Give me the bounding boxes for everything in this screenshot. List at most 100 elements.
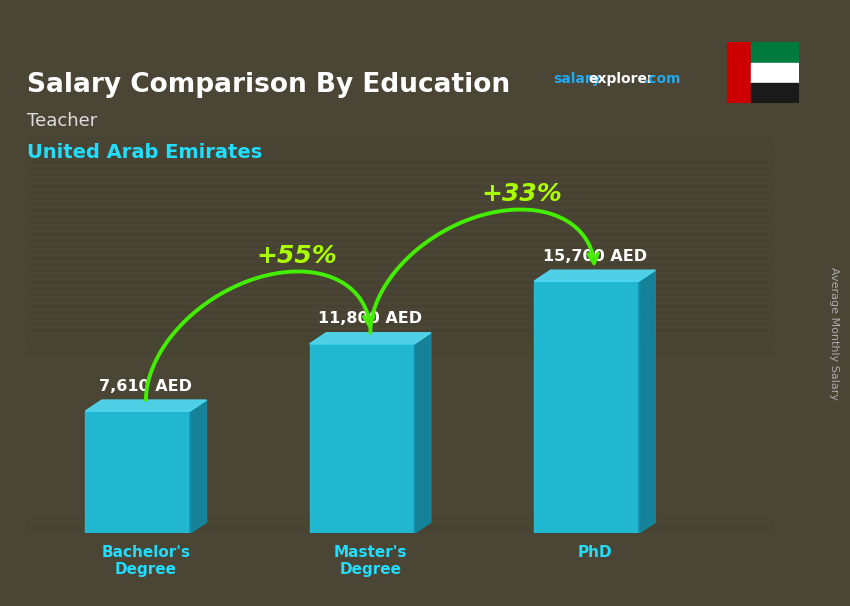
Text: Salary Comparison By Education: Salary Comparison By Education xyxy=(27,73,510,98)
Bar xyxy=(26,336,774,342)
Polygon shape xyxy=(85,400,207,411)
Bar xyxy=(26,288,774,294)
Bar xyxy=(26,264,774,270)
Bar xyxy=(26,497,774,504)
Polygon shape xyxy=(639,270,655,533)
Bar xyxy=(26,174,774,180)
Bar xyxy=(26,479,774,485)
Bar xyxy=(26,66,774,73)
Bar xyxy=(26,55,774,61)
Bar xyxy=(26,222,774,228)
Bar xyxy=(26,198,774,204)
Bar xyxy=(26,138,774,144)
Bar xyxy=(26,515,774,521)
Text: +55%: +55% xyxy=(257,244,337,267)
Bar xyxy=(26,455,774,462)
Bar xyxy=(26,90,774,96)
Bar xyxy=(26,353,774,360)
Bar xyxy=(26,270,774,276)
Bar xyxy=(26,228,774,234)
Bar xyxy=(26,276,774,282)
Bar xyxy=(26,258,774,264)
Bar xyxy=(26,216,774,222)
Text: .com: .com xyxy=(644,73,682,87)
Bar xyxy=(26,413,774,419)
Bar xyxy=(26,431,774,438)
Bar xyxy=(26,359,774,366)
Bar xyxy=(26,150,774,156)
Bar xyxy=(26,132,774,138)
Bar xyxy=(26,84,774,90)
Text: explorer: explorer xyxy=(588,73,654,87)
Bar xyxy=(26,503,774,510)
Bar xyxy=(26,299,774,306)
Bar xyxy=(26,240,774,246)
Bar xyxy=(26,485,774,491)
Bar xyxy=(26,192,774,198)
Bar xyxy=(26,390,774,396)
Bar xyxy=(751,42,799,62)
Bar xyxy=(26,126,774,132)
Bar xyxy=(26,246,774,252)
Polygon shape xyxy=(415,333,431,533)
Bar xyxy=(26,282,774,288)
Text: 15,700 AED: 15,700 AED xyxy=(542,249,647,264)
Bar xyxy=(26,78,774,84)
Bar xyxy=(26,180,774,186)
Bar xyxy=(26,102,774,108)
Bar xyxy=(26,294,774,300)
Bar xyxy=(26,144,774,150)
Bar xyxy=(26,162,774,168)
Bar xyxy=(26,365,774,371)
Polygon shape xyxy=(309,344,415,533)
Bar xyxy=(26,527,774,533)
Bar xyxy=(751,83,799,103)
Bar xyxy=(26,330,774,336)
Bar xyxy=(751,62,799,83)
Text: Bachelor's
Degree: Bachelor's Degree xyxy=(101,545,190,578)
Text: 11,800 AED: 11,800 AED xyxy=(318,311,422,327)
Bar xyxy=(26,168,774,175)
Bar xyxy=(26,324,774,330)
Bar xyxy=(26,449,774,456)
Text: Master's
Degree: Master's Degree xyxy=(333,545,407,578)
Bar xyxy=(26,210,774,216)
Polygon shape xyxy=(534,270,655,281)
Text: 7,610 AED: 7,610 AED xyxy=(99,379,192,394)
Bar xyxy=(26,156,774,162)
Bar xyxy=(26,371,774,378)
Bar xyxy=(26,120,774,127)
Bar xyxy=(26,378,774,384)
Bar xyxy=(26,251,774,258)
Bar xyxy=(26,419,774,425)
Bar xyxy=(26,186,774,192)
Text: PhD: PhD xyxy=(577,545,612,560)
Bar xyxy=(26,401,774,408)
Bar xyxy=(26,443,774,450)
Bar xyxy=(26,347,774,354)
Bar xyxy=(26,108,774,115)
Text: United Arab Emirates: United Arab Emirates xyxy=(27,144,263,162)
Bar xyxy=(26,342,774,348)
Bar xyxy=(26,395,774,402)
Text: salary: salary xyxy=(552,73,601,87)
Bar xyxy=(26,437,774,444)
Bar xyxy=(26,234,774,240)
Bar xyxy=(26,407,774,414)
Bar xyxy=(26,318,774,324)
Bar xyxy=(26,204,774,210)
Polygon shape xyxy=(85,411,190,533)
Bar xyxy=(727,42,751,103)
Bar xyxy=(26,72,774,79)
Bar xyxy=(26,305,774,312)
Bar xyxy=(26,114,774,121)
Bar xyxy=(26,467,774,473)
Bar xyxy=(26,461,774,467)
Polygon shape xyxy=(309,333,431,344)
Bar xyxy=(26,425,774,431)
Polygon shape xyxy=(190,400,207,533)
Bar xyxy=(26,473,774,479)
Bar xyxy=(26,96,774,102)
Polygon shape xyxy=(534,281,639,533)
Text: Average Monthly Salary: Average Monthly Salary xyxy=(829,267,839,400)
